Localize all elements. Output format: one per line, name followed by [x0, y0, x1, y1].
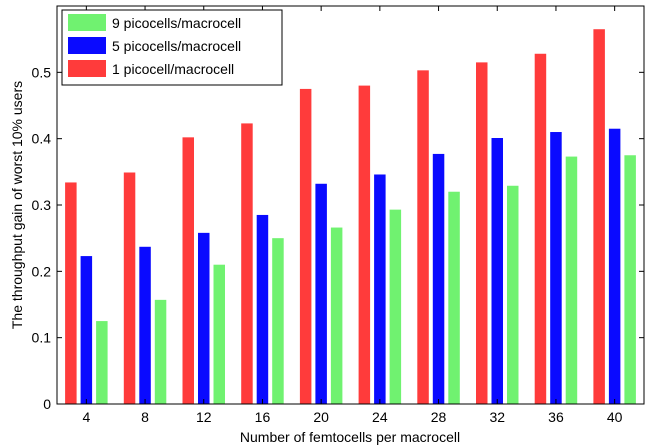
legend-swatch	[68, 37, 106, 54]
bar-5-pico-8	[139, 246, 151, 404]
legend: 9 picocells/macrocell 5 picocells/macroce…	[61, 9, 283, 86]
bar-9-pico-4	[96, 321, 108, 404]
legend-label: 5 picocells/macrocell	[112, 38, 241, 54]
bar-9-pico-8	[154, 299, 167, 404]
bar-5-pico-20	[315, 183, 327, 404]
y-tick-label: 0.3	[32, 197, 52, 213]
plot-frame	[56, 5, 645, 405]
x-tick-label: 8	[141, 409, 149, 425]
legend-swatch	[68, 14, 106, 31]
bar-5-pico-16	[256, 214, 269, 404]
x-tick-label: 28	[431, 409, 447, 425]
bar-9-pico-20	[330, 227, 343, 404]
legend-label: 9 picocells/macrocell	[112, 15, 241, 31]
bar-9-pico-40	[624, 155, 636, 404]
bar-1-pico-28	[417, 70, 429, 404]
bar-5-pico-12	[198, 232, 210, 404]
x-tick-label: 20	[313, 409, 329, 425]
legend-label: 1 picocell/macrocell	[112, 61, 234, 77]
y-tick-label: 0.2	[32, 263, 52, 279]
bar-1-pico-8	[123, 172, 136, 404]
x-tick-label: 12	[196, 409, 212, 425]
bar-1-pico-24	[358, 85, 371, 404]
x-tick-label: 32	[489, 409, 505, 425]
bar-9-pico-32	[507, 185, 519, 404]
bar-5-pico-24	[374, 174, 386, 404]
y-tick-label: 0	[43, 396, 51, 412]
y-tick-label: 0.5	[32, 64, 52, 80]
bar-5-pico-28	[432, 153, 445, 404]
y-tick-label: 0.4	[32, 131, 52, 147]
bar-9-pico-24	[389, 209, 402, 404]
bar-1-pico-4	[65, 182, 77, 404]
bar-1-pico-32	[476, 62, 488, 404]
bar-9-pico-28	[448, 191, 460, 404]
bar-5-pico-4	[80, 256, 93, 404]
bar-1-pico-20	[299, 88, 312, 405]
bar-9-pico-12	[213, 264, 225, 404]
x-axis-label: Number of femtocells per macrocell	[240, 429, 460, 445]
y-axis-label: The throughput gain of worst 10% users	[9, 81, 25, 329]
bar-9-pico-16	[272, 238, 284, 404]
bar-5-pico-40	[608, 128, 621, 404]
x-axis-ticks: 4 8 12 16 20 24 28 32 36 40	[82, 6, 623, 425]
legend-swatch	[68, 60, 106, 77]
y-tick-label: 0.1	[32, 330, 52, 346]
bar-1-pico-40	[593, 29, 605, 404]
x-tick-label: 36	[548, 409, 564, 425]
x-tick-label: 4	[82, 409, 90, 425]
bar-1-pico-36	[534, 53, 547, 404]
x-tick-label: 24	[372, 409, 388, 425]
y-axis-ticks: 0 0.1 0.2 0.3 0.4 0.5	[32, 64, 644, 412]
bar-1-pico-16	[241, 123, 253, 404]
x-tick-label: 16	[255, 409, 271, 425]
x-tick-label: 40	[607, 409, 623, 425]
bar-5-pico-36	[550, 132, 562, 404]
bar-9-pico-36	[565, 156, 578, 404]
bar-1-pico-12	[182, 137, 194, 404]
bars-group	[65, 29, 636, 405]
bar-5-pico-32	[491, 138, 503, 404]
